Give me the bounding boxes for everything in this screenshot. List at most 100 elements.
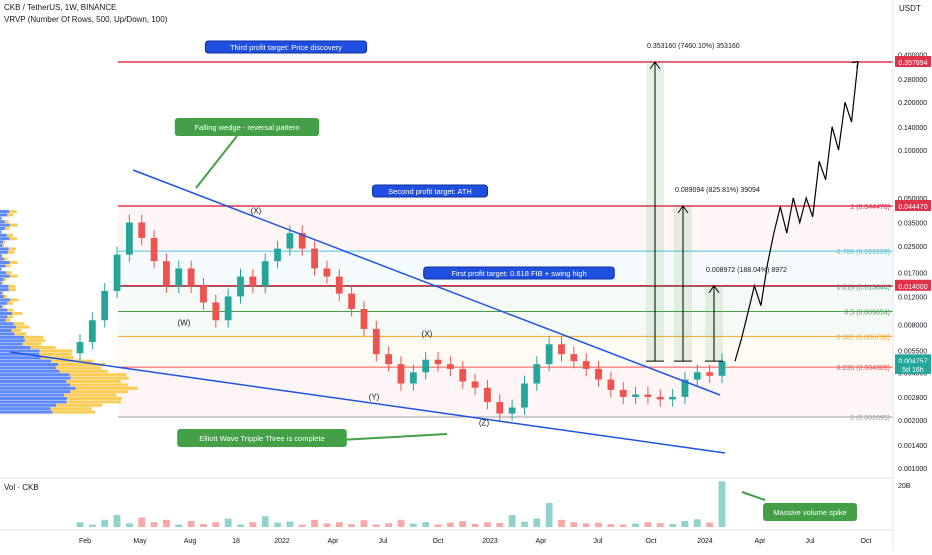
vrvp-bar-down [0, 359, 52, 363]
volume-tick-label: 20B [898, 483, 911, 490]
measure-arrow-head [649, 61, 661, 70]
measure-label: 0.089094 (825.81%) 39094 [675, 187, 760, 194]
volume-bar [471, 523, 479, 527]
annotation-pointer [195, 135, 238, 189]
y-tick-label: 0.008000 [898, 322, 927, 329]
y-tick-label: 0.100000 [898, 148, 927, 155]
vrvp-bar-down [0, 220, 5, 224]
vrvp-bar-up [1, 254, 3, 258]
vrvp-bar-up [66, 400, 121, 404]
vrvp-bar-up [58, 363, 106, 366]
vrvp-bar-down [0, 410, 53, 414]
vrvp-bar-up [4, 257, 8, 261]
candle-body [681, 379, 689, 397]
vrvp-bar-up [4, 220, 9, 224]
measure-label: 0.008972 (188.04%) 8972 [706, 267, 787, 274]
x-tick-label: 18 [232, 538, 240, 545]
annotation-text: First profit target: 0.618 FIB + swing h… [451, 269, 586, 278]
volume-bar [706, 522, 714, 527]
fib-zone [118, 367, 893, 417]
vrvp-bar-down [0, 298, 11, 302]
vrvp-bar-down [0, 227, 6, 230]
vrvp-bar-up [52, 410, 96, 414]
vrvp-bar-up [23, 335, 44, 339]
candle-body [113, 254, 121, 291]
vrvp-bar-up [2, 244, 4, 247]
fib-zone [118, 311, 893, 337]
volume-bar [249, 522, 257, 527]
annotation-box [174, 118, 320, 136]
x-tick-label: Apr [328, 538, 340, 545]
candle-body [471, 381, 479, 388]
candle-body [409, 372, 417, 384]
vrvp-bar-down [0, 380, 67, 383]
wave-label: (Z) [479, 419, 490, 428]
candle-body [138, 222, 146, 238]
candle-body [76, 342, 84, 354]
annotation-text: Massive volume spike [773, 508, 846, 517]
vrvp-bar-up [1, 281, 4, 285]
candle-body [632, 394, 639, 397]
vrvp-bar-up [9, 210, 17, 213]
candle-body [496, 402, 504, 414]
volume-bar [212, 522, 220, 527]
candle-body [360, 309, 368, 329]
volume-bar [187, 521, 195, 527]
vrvp-bar-down [0, 264, 6, 268]
volume-bar [718, 481, 726, 527]
vrvp-bar-up [14, 332, 27, 336]
fib-zone [118, 205, 893, 252]
vrvp-bar-up [9, 274, 18, 278]
volume-bar [545, 503, 553, 527]
fib-level-label: 0.786 (0.023129) [837, 249, 890, 256]
vrvp-bar-down [0, 271, 7, 275]
vrvp-bar-down [0, 322, 14, 326]
fib-zone [118, 336, 893, 368]
vrvp-bar-up [24, 339, 46, 343]
vrvp-bar-down [0, 288, 9, 292]
volume-bar [274, 522, 281, 527]
vrvp-bar-down [0, 213, 8, 217]
vrvp-bar-down [0, 373, 70, 377]
candle-body [286, 233, 294, 249]
vrvp-bar-up [16, 325, 30, 329]
price-tag-label: 5d 16h [902, 367, 924, 374]
vrvp-bar-down [0, 346, 31, 349]
vrvp-bar-down [0, 352, 40, 356]
candle-body [348, 293, 356, 310]
candle-body [175, 268, 183, 286]
candle-body [397, 364, 405, 384]
volume-bar [644, 522, 652, 527]
candle-body [595, 368, 602, 380]
candle-body [508, 407, 516, 414]
price-tag [895, 56, 931, 67]
volume-bar [163, 519, 170, 527]
volume-bar [484, 522, 491, 527]
vrvp-bar-down [0, 240, 4, 244]
candle-body [607, 379, 615, 390]
volume-bar [101, 519, 109, 527]
candle-body [323, 268, 331, 277]
volume-bar [311, 519, 318, 527]
vrvp-bar-up [70, 383, 128, 387]
volume-bar [558, 519, 565, 527]
vrvp-bar-down [0, 247, 9, 251]
vrvp-bar-up [3, 295, 8, 298]
volume-bar [200, 524, 207, 527]
annotation-pointer [741, 491, 766, 501]
candle-body [558, 344, 565, 355]
vrvp-bar-down [0, 216, 2, 220]
volume-bar [397, 519, 405, 527]
vrvp-bar-down [0, 250, 8, 254]
price-tag [895, 354, 931, 366]
y-tick-label: 0.001400 [898, 443, 927, 450]
candle-body [125, 222, 133, 255]
wave-label: (X) [251, 206, 262, 215]
candle-body [311, 248, 318, 269]
candle-body [335, 276, 343, 294]
candle-body [718, 361, 726, 376]
volume-bar [595, 522, 602, 527]
fib-level-label: 0.618 (0.013844) [837, 285, 890, 292]
volume-bar [360, 520, 368, 527]
